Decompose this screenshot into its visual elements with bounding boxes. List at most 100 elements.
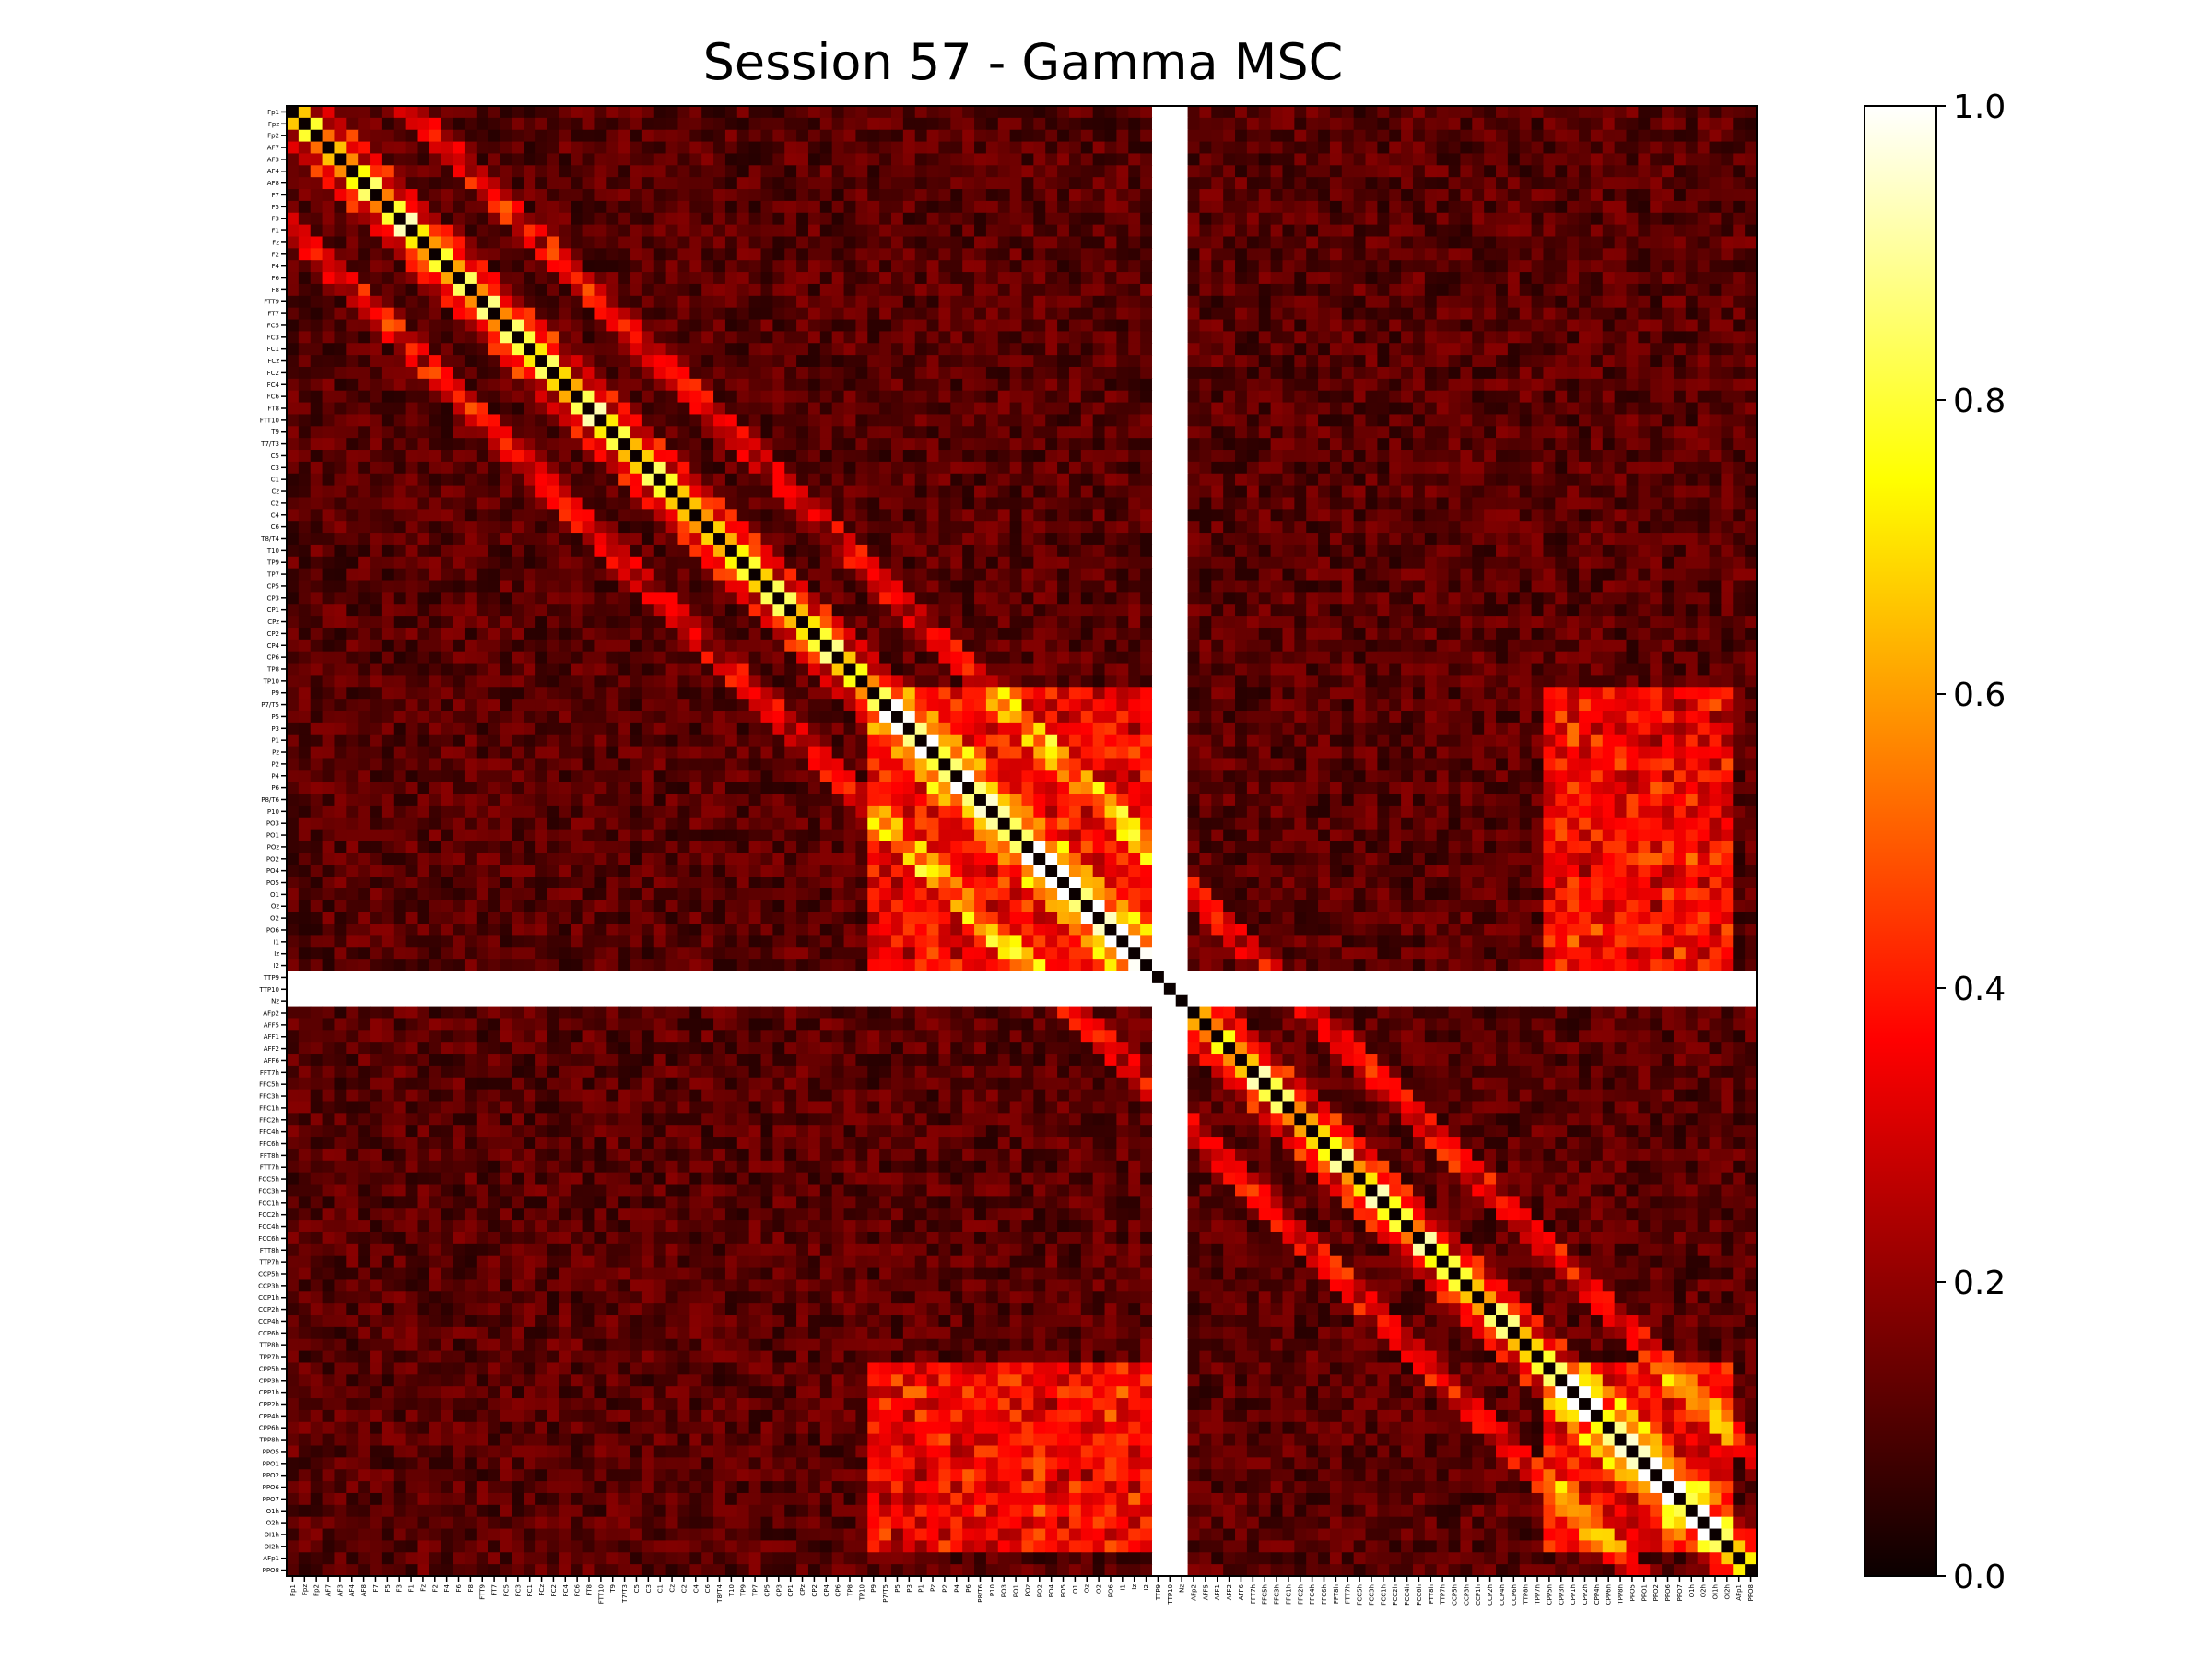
heatmap-cell xyxy=(997,556,1011,570)
heatmap-cell xyxy=(843,129,857,143)
heatmap-cell xyxy=(405,580,418,593)
heatmap-cell xyxy=(1412,343,1426,356)
heatmap-cell xyxy=(1519,129,1533,143)
heatmap-cell xyxy=(713,141,726,155)
heatmap-cell xyxy=(606,580,619,593)
heatmap-cell xyxy=(1175,153,1189,166)
heatmap-cell xyxy=(974,509,987,522)
heatmap-cell xyxy=(891,283,904,297)
heatmap-cell xyxy=(1377,260,1390,273)
heatmap-cell xyxy=(784,497,797,510)
heatmap-cell xyxy=(902,473,916,487)
heatmap-cell xyxy=(926,106,940,119)
heatmap-cell xyxy=(879,438,892,451)
heatmap-cell xyxy=(1128,189,1141,202)
heatmap-cell xyxy=(1258,177,1272,190)
heatmap-cell xyxy=(665,331,679,344)
heatmap-cell xyxy=(1246,378,1260,392)
heatmap-cell xyxy=(1377,450,1390,463)
heatmap-cell xyxy=(1306,485,1319,499)
heatmap-cell xyxy=(1009,343,1023,356)
heatmap-cell xyxy=(1057,414,1070,427)
heatmap-cell xyxy=(819,473,833,487)
heatmap-cell xyxy=(997,295,1011,309)
heatmap-cell xyxy=(938,438,951,451)
heatmap-cell xyxy=(997,426,1011,439)
heatmap-cell xyxy=(1270,390,1284,404)
heatmap-cell xyxy=(630,141,643,155)
heatmap-cell xyxy=(1341,117,1355,131)
heatmap-cell xyxy=(985,378,999,392)
heatmap-cell xyxy=(950,390,963,404)
heatmap-cell xyxy=(1602,343,1616,356)
heatmap-cell xyxy=(689,580,702,593)
heatmap-cell xyxy=(1175,485,1189,499)
heatmap-cell xyxy=(1128,521,1141,534)
heatmap-cell xyxy=(1175,224,1189,238)
heatmap-cell xyxy=(1673,307,1687,321)
heatmap-cell xyxy=(1211,141,1224,155)
heatmap-cell xyxy=(1685,248,1699,261)
heatmap-cell xyxy=(938,556,951,570)
heatmap-cell xyxy=(760,568,773,582)
heatmap-cell xyxy=(1009,521,1023,534)
heatmap-cell xyxy=(1555,117,1568,131)
heatmap-cell xyxy=(618,509,631,522)
heatmap-cell xyxy=(891,450,904,463)
heatmap-cell xyxy=(571,355,584,368)
heatmap-cell xyxy=(784,236,797,249)
heatmap-cell xyxy=(441,343,453,356)
heatmap-cell xyxy=(1223,153,1236,166)
heatmap-cell xyxy=(1614,497,1628,510)
heatmap-cell xyxy=(1353,307,1367,321)
heatmap-cell xyxy=(713,129,726,143)
heatmap-cell xyxy=(1353,414,1367,427)
heatmap-cell xyxy=(1543,200,1556,214)
heatmap-cell xyxy=(453,236,465,249)
heatmap-cell xyxy=(606,295,619,309)
heatmap-cell xyxy=(322,165,335,178)
heatmap-cell xyxy=(1555,283,1568,297)
heatmap-cell xyxy=(902,224,916,238)
heatmap-cell xyxy=(1282,260,1295,273)
heatmap-cell xyxy=(1531,426,1545,439)
heatmap-cell xyxy=(1484,402,1497,416)
heatmap-cell xyxy=(476,355,489,368)
heatmap-cell xyxy=(453,165,465,178)
heatmap-cell xyxy=(1306,414,1319,427)
heatmap-cell xyxy=(1555,461,1568,475)
heatmap-cell xyxy=(701,390,714,404)
heatmap-cell xyxy=(891,106,904,119)
heatmap-cell xyxy=(441,450,453,463)
heatmap-cell xyxy=(807,485,821,499)
heatmap-cell xyxy=(1626,461,1639,475)
heatmap-cell xyxy=(665,248,679,261)
heatmap-cell xyxy=(1021,414,1034,427)
heatmap-cell xyxy=(701,106,714,119)
heatmap-cell xyxy=(334,497,347,510)
heatmap-cell xyxy=(1045,236,1058,249)
heatmap-cell xyxy=(1507,568,1521,582)
heatmap-cell xyxy=(807,295,821,309)
heatmap-cell xyxy=(346,343,359,356)
heatmap-cell xyxy=(736,366,750,380)
heatmap-cell xyxy=(843,283,857,297)
heatmap-cell xyxy=(1080,390,1094,404)
heatmap-cell xyxy=(1555,141,1568,155)
heatmap-cell xyxy=(641,402,655,416)
heatmap-cell xyxy=(310,461,324,475)
heatmap-cell xyxy=(393,117,406,131)
heatmap-cell xyxy=(819,260,833,273)
heatmap-cell xyxy=(867,521,880,534)
heatmap-cell xyxy=(1460,153,1473,166)
heatmap-cell xyxy=(962,556,975,570)
heatmap-cell xyxy=(1306,283,1319,297)
heatmap-cell xyxy=(950,165,963,178)
heatmap-cell xyxy=(1531,343,1545,356)
heatmap-cell xyxy=(855,485,868,499)
heatmap-cell xyxy=(1104,117,1117,131)
heatmap-cell xyxy=(1602,438,1616,451)
heatmap-cell xyxy=(1460,272,1473,285)
heatmap-cell xyxy=(1294,319,1307,332)
heatmap-cell xyxy=(843,295,857,309)
